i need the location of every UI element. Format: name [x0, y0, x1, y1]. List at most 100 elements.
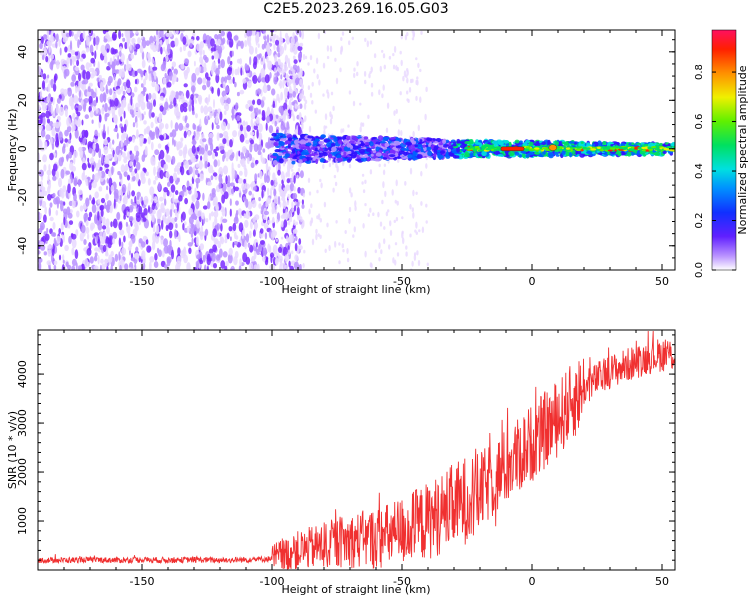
heatmap-cell	[320, 134, 327, 139]
heatmap-cell	[118, 221, 123, 231]
heatmap-cell	[202, 49, 205, 56]
heatmap-cell	[195, 131, 200, 138]
heatmap-cell	[211, 122, 214, 131]
heatmap-cell	[183, 107, 188, 113]
heatmap-cell	[42, 154, 47, 163]
heatmap-cell	[154, 175, 158, 181]
heatmap-cell	[96, 234, 98, 242]
heatmap-cell	[123, 171, 128, 178]
heatmap-cell	[148, 205, 150, 213]
heatmap-cell	[196, 43, 201, 52]
heatmap-cell	[238, 150, 241, 157]
heatmap-cell	[181, 161, 184, 169]
heatmap-cell	[109, 88, 113, 96]
heatmap-cell	[366, 40, 369, 48]
heatmap-cell	[227, 122, 231, 130]
heatmap-cell	[44, 206, 47, 215]
heatmap-cell	[123, 123, 127, 133]
heatmap-cell	[659, 142, 663, 146]
heatmap-cell	[246, 157, 250, 165]
heatmap-cell	[273, 43, 276, 51]
heatmap-cell	[435, 138, 442, 143]
heatmap-cell	[232, 222, 237, 232]
heatmap-cell	[99, 244, 104, 250]
heatmap-cell	[339, 49, 343, 55]
heatmap-cell	[266, 55, 269, 63]
heatmap-cell	[278, 255, 283, 263]
heatmap-cell	[264, 247, 267, 257]
heatmap-cell	[344, 230, 347, 234]
heatmap-cell	[166, 81, 172, 88]
heatmap-cell	[279, 189, 284, 197]
heatmap-cell	[278, 83, 281, 86]
heatmap-cell	[79, 133, 83, 139]
heatmap-cell	[212, 221, 215, 230]
heatmap-cell	[74, 249, 79, 260]
heatmap-cell	[212, 228, 217, 238]
heatmap-cell	[167, 142, 170, 147]
heatmap-cell	[464, 153, 471, 158]
heatmap-cell	[180, 103, 184, 113]
heatmap-cell	[86, 247, 92, 256]
heatmap-cell	[216, 159, 221, 167]
heatmap-cell	[415, 57, 418, 61]
heatmap-cell	[124, 42, 128, 50]
heatmap-cell	[72, 125, 76, 131]
heatmap-cell	[352, 100, 356, 107]
heatmap-cell	[141, 59, 146, 69]
heatmap-cell	[135, 43, 141, 50]
heatmap-cell	[277, 246, 283, 253]
heatmap-cell	[297, 105, 300, 110]
heatmap-cell	[308, 125, 312, 133]
heatmap-cell	[124, 64, 127, 72]
heatmap-cell	[104, 163, 110, 168]
heatmap-cell	[364, 37, 367, 43]
heatmap-cell	[298, 112, 302, 122]
heatmap-cell	[309, 220, 312, 227]
heatmap-cell	[166, 189, 170, 197]
heatmap-cell	[139, 45, 144, 54]
heatmap-cell	[363, 70, 367, 77]
heatmap-cell	[317, 233, 320, 237]
heatmap-cell	[288, 249, 291, 255]
heatmap-cell	[262, 148, 266, 153]
heatmap-cell	[141, 51, 145, 60]
heatmap-cell	[153, 60, 156, 67]
heatmap-cell	[393, 110, 396, 116]
heatmap-cell	[652, 145, 656, 149]
heatmap-cell	[65, 261, 69, 268]
heatmap-cell	[261, 57, 263, 62]
heatmap-cell	[370, 91, 374, 97]
heatmap-cell	[399, 91, 402, 96]
heatmap-cell	[183, 254, 189, 264]
heatmap-cell	[83, 202, 86, 209]
heatmap-cell	[78, 72, 82, 82]
heatmap-cell	[222, 218, 228, 223]
heatmap-cell	[81, 53, 86, 59]
heatmap-cell	[355, 141, 362, 145]
heatmap-cell	[249, 262, 254, 270]
heatmap-cell	[165, 32, 170, 38]
heatmap-cell	[145, 40, 150, 46]
heatmap-cell	[382, 146, 388, 150]
heatmap-cell	[187, 130, 191, 137]
heatmap-cell	[653, 151, 661, 156]
heatmap-cell	[187, 50, 192, 58]
heatmap-cell	[385, 211, 389, 217]
heatmap-cell	[131, 190, 136, 197]
heatmap-cell	[151, 112, 155, 118]
heatmap-cell	[58, 177, 62, 188]
heatmap-cell	[179, 141, 183, 149]
heatmap-cell	[45, 110, 50, 119]
heatmap-cell	[415, 95, 418, 101]
heatmap-cell	[50, 137, 53, 146]
heatmap-cell	[53, 260, 58, 266]
heatmap-cell	[361, 155, 369, 158]
heatmap-cell	[137, 68, 142, 74]
heatmap-cell	[77, 39, 80, 49]
heatmap-cell	[211, 87, 214, 94]
heatmap-cell	[640, 146, 648, 150]
heatmap-cell	[177, 247, 181, 256]
heatmap-cell	[100, 197, 106, 204]
heatmap-cell	[318, 148, 325, 152]
